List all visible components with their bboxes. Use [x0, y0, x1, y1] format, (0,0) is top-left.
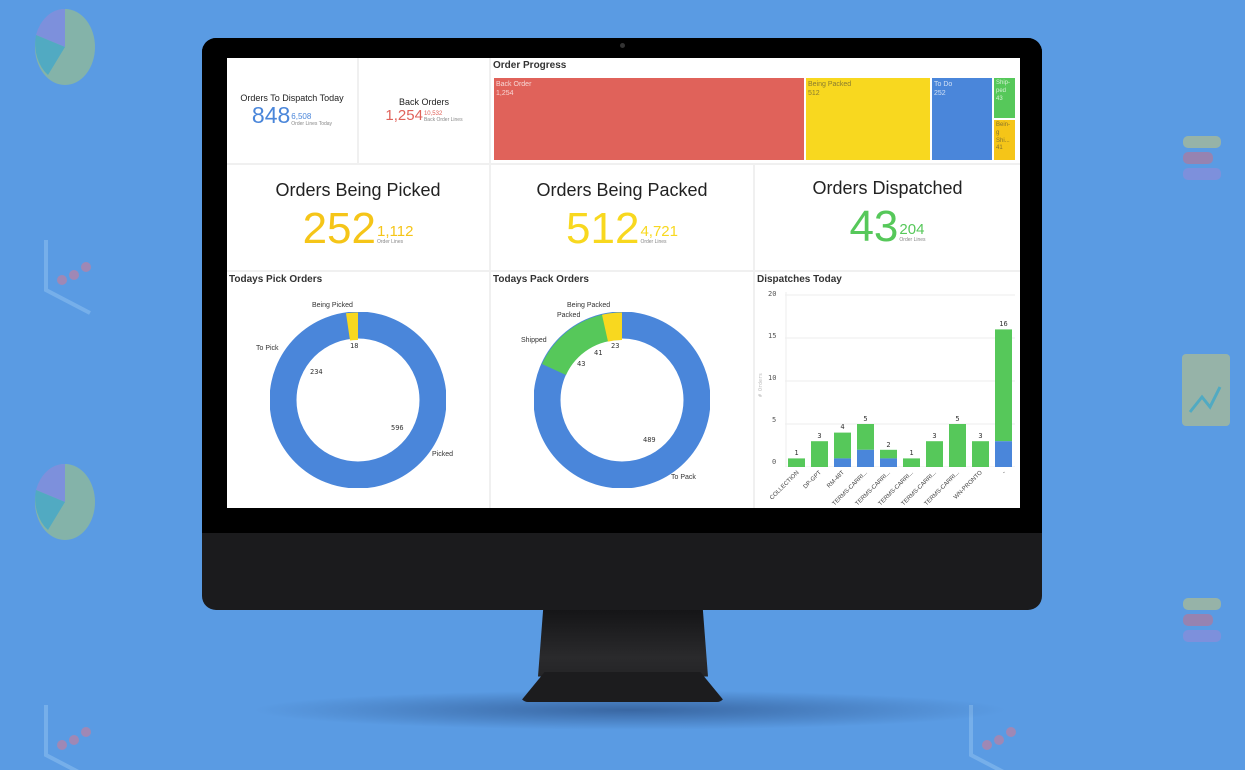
label-picked: Picked	[432, 451, 454, 458]
kpi-value: 252	[302, 204, 376, 253]
kpi-orders-dispatched[interactable]: Orders Dispatched 43 204 Order Lines	[755, 165, 1020, 270]
value-to-pick: 234	[310, 368, 323, 376]
dispatches-today-panel: Dispatches Today # Orders 20 15 10 5 0 1…	[755, 272, 1020, 508]
x-label: RM-48T	[826, 470, 847, 490]
value-to-pack: 489	[643, 436, 656, 444]
label-being-packed: Being Packed	[567, 302, 611, 309]
value-packed: 41	[594, 349, 603, 357]
kpi-orders-to-dispatch[interactable]: Orders To Dispatch Today 848 6,508 Order …	[227, 58, 357, 163]
treemap-back-order[interactable]: Back Order 1,254	[493, 77, 805, 161]
pack-orders-panel: Todays Pack Orders Being Packed Packed S…	[491, 272, 753, 508]
y-tick: 20	[768, 290, 777, 298]
label-to-pack: To Pack	[671, 474, 696, 481]
treemap-to-do[interactable]: To Do 252	[931, 77, 993, 161]
label-packed: Packed	[557, 312, 581, 319]
panel-title: Order Progress	[493, 60, 567, 71]
value-being-picked: 18	[350, 342, 359, 350]
x-label: COLLECTION	[768, 470, 801, 502]
kpi-caption: Order Lines	[899, 237, 926, 243]
kpi-title: Orders Dispatched	[812, 178, 963, 198]
kpi-lines: 204	[899, 221, 925, 238]
pie-chart-decoration-icon	[35, 463, 95, 540]
pick-orders-donut-chart[interactable]	[270, 312, 446, 488]
treemap-being-packed[interactable]: Being Packed 512	[805, 77, 931, 161]
scatter-decoration-icon	[44, 240, 91, 315]
camera-icon	[620, 43, 625, 48]
kpi-orders-being-packed[interactable]: Orders Being Packed 512 4,721 Order Lines	[491, 165, 753, 270]
kpi-title: Back Orders	[398, 97, 449, 107]
kpi-title: Orders To Dispatch Today	[240, 93, 344, 103]
svg-text:2: 2	[886, 441, 890, 449]
svg-text:1: 1	[909, 449, 913, 457]
kpi-value: 512	[566, 204, 640, 253]
y-tick: 0	[772, 458, 777, 466]
value-shipped: 43	[577, 360, 586, 368]
panel-title: Todays Pick Orders	[229, 274, 323, 285]
x-label: DP-GPT	[802, 470, 824, 491]
kpi-caption: Order Lines	[640, 239, 667, 245]
x-label: -	[1001, 470, 1008, 476]
kpi-value: 848	[251, 102, 291, 128]
y-tick: 15	[768, 332, 777, 340]
label-being-picked: Being Picked	[312, 302, 353, 309]
kpi-lines: 6,508	[291, 112, 312, 121]
dashboard-screen: Orders To Dispatch Today 848 6,508 Order …	[227, 58, 1020, 508]
kpi-back-orders[interactable]: Back Orders 1,254 10,532 Back Order Lines	[359, 58, 489, 163]
kpi-title: Orders Being Packed	[536, 180, 708, 200]
kpi-title: Orders Being Picked	[275, 180, 441, 200]
kpi-caption: Order Lines	[376, 239, 404, 245]
kpi-caption: Back Order Lines	[423, 117, 463, 123]
svg-text:3: 3	[817, 432, 821, 440]
svg-text:1: 1	[794, 449, 798, 457]
bar-chart-decoration-icon	[1183, 598, 1221, 642]
svg-text:5: 5	[955, 415, 959, 423]
kpi-lines: 10,532	[423, 111, 443, 117]
bar-chart-decoration-icon	[1183, 136, 1221, 180]
scatter-decoration-icon	[969, 705, 1016, 770]
svg-text:4: 4	[840, 423, 844, 431]
kpi-caption: Order Lines Today	[291, 121, 333, 127]
svg-text:3: 3	[978, 432, 982, 440]
panel-title: Dispatches Today	[757, 274, 842, 285]
monitor-stand-base	[520, 672, 725, 702]
treemap-being-shipped[interactable]: Bein-g Shi... 41	[993, 119, 1016, 161]
y-tick: 10	[768, 374, 777, 382]
kpi-value: 1,254	[385, 107, 423, 124]
pack-orders-donut-chart[interactable]	[534, 312, 710, 488]
line-chart-decoration-icon	[1182, 354, 1230, 426]
label-to-pick: To Pick	[256, 345, 279, 352]
kpi-lines: 1,112	[376, 223, 414, 240]
order-progress-panel: Order Progress Back Order 1,254 Being Pac…	[491, 58, 1020, 163]
scatter-decoration-icon	[44, 705, 91, 770]
svg-text:5: 5	[863, 415, 867, 423]
value-being-packed: 23	[611, 342, 620, 350]
kpi-value: 43	[849, 202, 899, 251]
label-shipped: Shipped	[521, 337, 547, 344]
kpi-orders-being-picked[interactable]: Orders Being Picked 252 1,112 Order Lines	[227, 165, 489, 270]
value-picked: 596	[391, 424, 404, 432]
pie-chart-decoration-icon	[35, 8, 95, 85]
panel-title: Todays Pack Orders	[493, 274, 589, 285]
pick-orders-panel: Todays Pick Orders Being Picked To Pick …	[227, 272, 489, 508]
svg-text:16: 16	[999, 320, 1007, 328]
dispatches-bar-chart[interactable]: 1 3 4 5 2 1 3 5 3 16	[785, 292, 1015, 467]
y-axis-label: # Orders	[758, 372, 765, 398]
monitor-stand	[538, 610, 708, 677]
treemap-shipped[interactable]: Ship-ped 43	[993, 77, 1016, 119]
y-tick: 5	[772, 416, 777, 424]
kpi-lines: 4,721	[640, 223, 678, 240]
svg-text:3: 3	[932, 432, 936, 440]
